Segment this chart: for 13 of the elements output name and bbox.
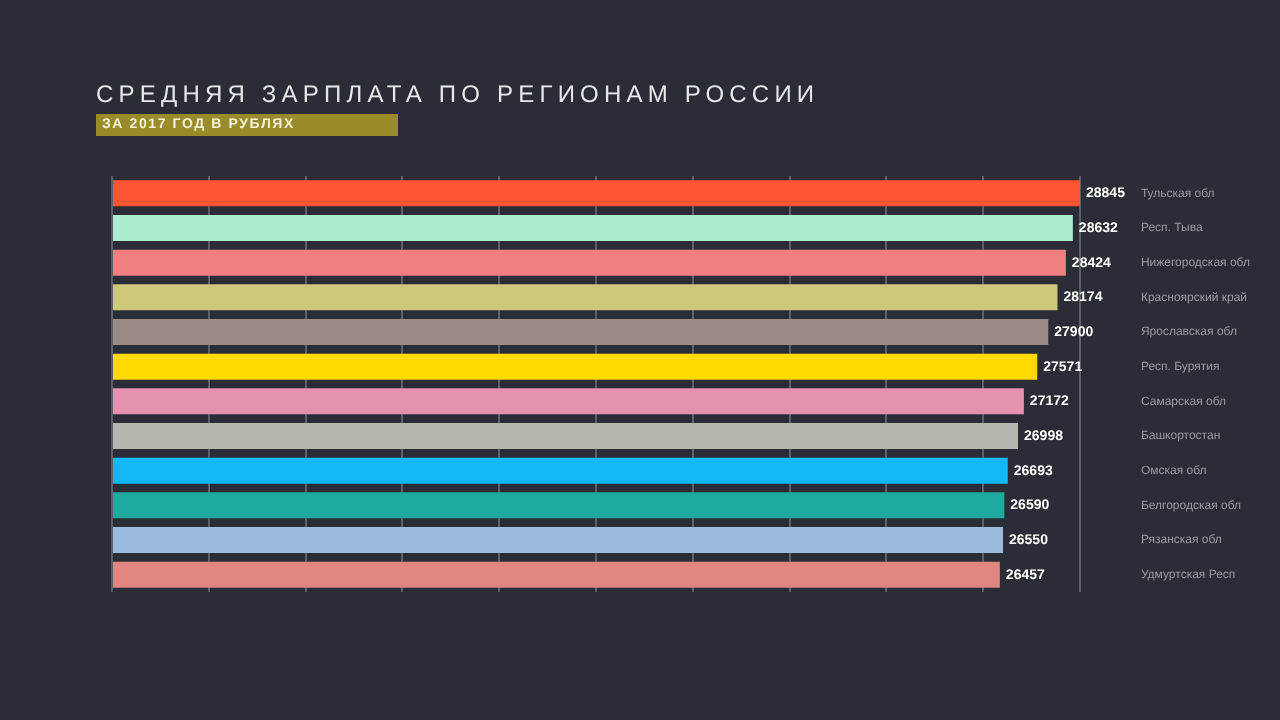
bar [113, 457, 1008, 484]
bar [113, 249, 1066, 276]
bar [113, 423, 1019, 449]
bar [113, 527, 1003, 553]
bar [113, 180, 1080, 207]
bar [113, 353, 1038, 380]
chart-title: СРЕДНЯЯ ЗАРПЛАТА ПО РЕГИОНАМ РОССИИ [96, 80, 820, 108]
bar [113, 284, 1058, 311]
bar [113, 561, 1000, 588]
bar [113, 215, 1073, 241]
bar [113, 388, 1024, 415]
bar [113, 492, 1005, 519]
bar [113, 319, 1049, 345]
